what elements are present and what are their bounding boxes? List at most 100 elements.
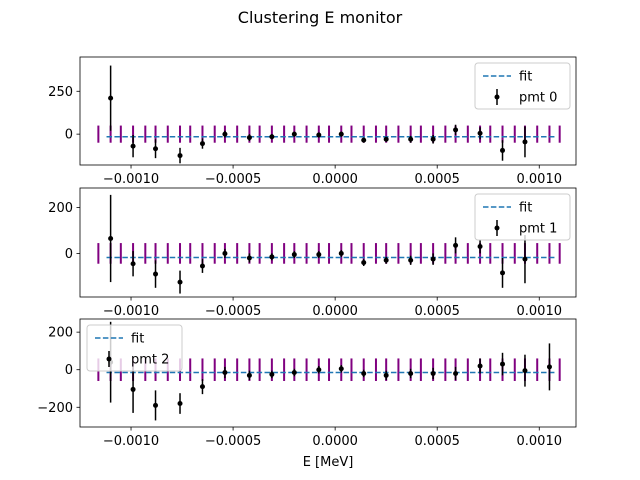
data-point [153, 146, 159, 152]
y-tick-label: 0 [65, 363, 73, 378]
y-tick-label: 250 [48, 85, 73, 100]
data-point [316, 252, 322, 258]
data-point [522, 368, 528, 374]
data-point [522, 256, 528, 262]
data-point [177, 279, 183, 285]
x-tick-label: 0.0010 [517, 434, 563, 449]
x-tick-label: −0.0010 [103, 172, 159, 187]
data-point [453, 127, 459, 133]
data-point [338, 366, 344, 372]
x-tick-label: −0.0005 [205, 172, 261, 187]
y-tick-label: 0 [65, 128, 73, 143]
data-point [477, 130, 483, 136]
data-point [269, 254, 275, 260]
data-point [361, 370, 367, 376]
y-tick-label: 0 [65, 247, 73, 262]
data-point [338, 250, 344, 256]
data-point [361, 260, 367, 266]
legend-label: fit [519, 70, 532, 85]
legend-label: fit [131, 332, 144, 347]
bin-edge-markers [97, 243, 561, 264]
data-point [430, 136, 436, 142]
data-point [361, 137, 367, 143]
x-tick-label: 0.0010 [517, 172, 563, 187]
x-tick-label: 0.0000 [312, 172, 358, 187]
x-tick-label: 0.0000 [312, 304, 358, 319]
y-tick-label: 200 [48, 201, 73, 216]
data-point [316, 367, 322, 373]
data-point [383, 257, 389, 263]
bin-edge-markers [97, 125, 561, 143]
data-point [108, 235, 114, 241]
data-point [500, 270, 506, 276]
data-point [477, 244, 483, 250]
x-tick-label: 0.0000 [312, 434, 358, 449]
axes-frame [79, 56, 577, 166]
data-point [316, 132, 322, 138]
x-tick-label: −0.0005 [205, 434, 261, 449]
data-point [546, 364, 552, 370]
data-point [269, 134, 275, 140]
data-point [500, 361, 506, 367]
data-point [222, 250, 228, 256]
legend-point-swatch [494, 225, 500, 231]
x-tick-label: 0.0005 [414, 434, 460, 449]
x-tick-label: 0.0005 [414, 172, 460, 187]
data-point [291, 370, 297, 376]
data-point [477, 363, 483, 369]
legend-label: pmt 1 [519, 222, 557, 237]
data-point [246, 372, 252, 378]
x-tick-label: −0.0005 [205, 304, 261, 319]
data-point [269, 371, 275, 377]
legend: fit pmt 0 [474, 62, 571, 110]
data-point [222, 131, 228, 137]
data-point [177, 401, 183, 407]
data-point [246, 135, 252, 141]
data-point [408, 257, 414, 263]
data-point [453, 242, 459, 248]
x-axis-label: E [MeV] [302, 455, 354, 470]
data-point [177, 153, 183, 159]
legend: fit pmt 2 [86, 324, 183, 372]
data-point [291, 131, 297, 137]
data-point [153, 271, 159, 277]
data-point [453, 370, 459, 376]
data-point [130, 261, 136, 267]
chart-title: Clustering E monitor [237, 8, 403, 27]
series-pmt-0 [108, 65, 528, 164]
data-point [153, 402, 159, 408]
data-point [130, 143, 136, 149]
data-point [199, 263, 205, 269]
data-point [199, 384, 205, 390]
series-pmt-2 [108, 321, 552, 421]
legend-label: pmt 2 [131, 353, 169, 368]
x-tick-label: 0.0010 [517, 304, 563, 319]
axes-frame [79, 187, 577, 298]
data-point [408, 136, 414, 142]
data-point [408, 370, 414, 376]
subplot-1: −0.0010 −0.0005 0.0000 0.0005 0.0010 0 250 fit p… [48, 56, 577, 187]
series-pmt-1 [108, 194, 528, 294]
data-point [522, 139, 528, 145]
x-tick-label: −0.0010 [103, 304, 159, 319]
legend-label: pmt 0 [519, 91, 557, 106]
data-point [338, 131, 344, 137]
data-point [108, 95, 114, 101]
legend-point-swatch [494, 94, 500, 100]
data-point [199, 141, 205, 147]
legend-label: fit [519, 201, 532, 216]
data-point [222, 370, 228, 376]
legend-point-swatch [106, 356, 112, 362]
axes-frame [79, 318, 577, 428]
data-point [246, 255, 252, 261]
data-point [383, 136, 389, 142]
data-point [130, 386, 136, 392]
x-tick-label: 0.0005 [414, 304, 460, 319]
y-tick-label: −200 [37, 401, 73, 416]
data-point [291, 252, 297, 258]
y-tick-label: 200 [48, 326, 73, 341]
x-tick-label: −0.0010 [103, 434, 159, 449]
legend: fit pmt 1 [474, 193, 571, 241]
data-point [430, 370, 436, 376]
